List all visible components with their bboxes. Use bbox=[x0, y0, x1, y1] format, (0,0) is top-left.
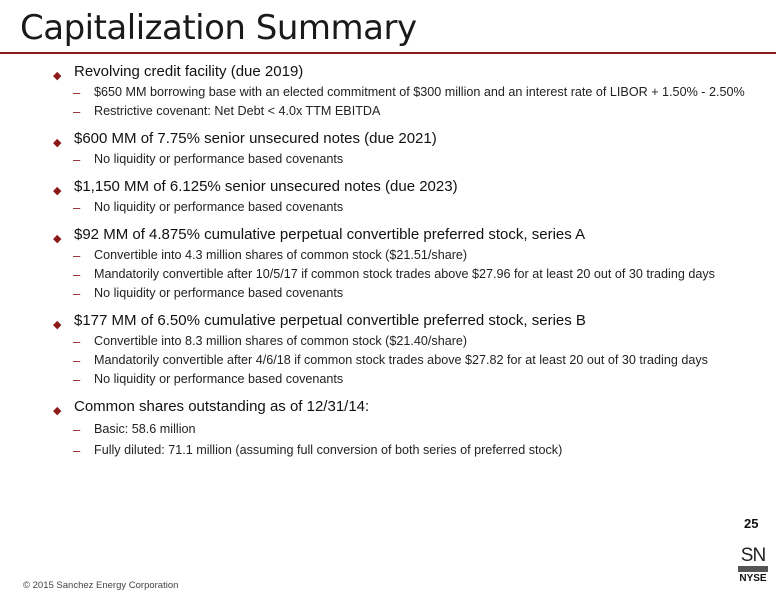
list-item: – Mandatorily convertible after 4/6/18 if… bbox=[0, 352, 776, 369]
section-notes-2021: ◆ $600 MM of 7.75% senior unsecured note… bbox=[0, 129, 776, 168]
dash-bullet-icon: – bbox=[73, 152, 81, 167]
diamond-bullet-icon: ◆ bbox=[53, 185, 62, 197]
diamond-bullet-icon: ◆ bbox=[53, 70, 62, 82]
list-item: – $650 MM borrowing base with an elected … bbox=[0, 84, 776, 101]
item-text: Mandatorily convertible after 4/6/18 if … bbox=[94, 353, 708, 367]
item-text: $650 MM borrowing base with an elected c… bbox=[94, 85, 745, 99]
item-text: Convertible into 8.3 million shares of c… bbox=[94, 334, 468, 348]
nyse-logo: SN NYSE bbox=[735, 546, 771, 592]
item-text: Convertible into 4.3 million shares of c… bbox=[94, 248, 468, 262]
dash-bullet-icon: – bbox=[73, 422, 81, 437]
section-common-shares: ◆ Common shares outstanding as of 12/31/… bbox=[0, 397, 776, 459]
heading-text: $177 MM of 6.50% cumulative perpetual co… bbox=[74, 312, 586, 329]
section-heading: ◆ Revolving credit facility (due 2019) bbox=[0, 62, 776, 82]
heading-text: $1,150 MM of 6.125% senior unsecured not… bbox=[74, 178, 458, 195]
dash-bullet-icon: – bbox=[73, 372, 81, 387]
diamond-bullet-icon: ◆ bbox=[53, 137, 62, 149]
item-text: Mandatorily convertible after 10/5/17 if… bbox=[94, 267, 715, 281]
dash-bullet-icon: – bbox=[73, 200, 81, 215]
list-item: – Basic: 58.6 million bbox=[0, 421, 776, 438]
diamond-bullet-icon: ◆ bbox=[53, 233, 62, 245]
dash-bullet-icon: – bbox=[73, 85, 81, 100]
section-notes-2023: ◆ $1,150 MM of 6.125% senior unsecured n… bbox=[0, 177, 776, 216]
copyright-notice: © 2015 Sanchez Energy Corporation bbox=[23, 580, 179, 591]
item-text: Fully diluted: 71.1 million (assuming fu… bbox=[94, 443, 563, 457]
page-number: 25 bbox=[744, 516, 759, 531]
heading-text: $600 MM of 7.75% senior unsecured notes … bbox=[74, 130, 437, 147]
section-revolver: ◆ Revolving credit facility (due 2019) –… bbox=[0, 62, 776, 120]
item-text: No liquidity or performance based covena… bbox=[94, 372, 344, 386]
list-item: – Convertible into 4.3 million shares of … bbox=[0, 247, 776, 264]
section-preferred-a: ◆ $92 MM of 4.875% cumulative perpetual … bbox=[0, 225, 776, 302]
heading-text: $92 MM of 4.875% cumulative perpetual co… bbox=[74, 226, 586, 243]
logo-bar bbox=[738, 566, 768, 572]
section-heading: ◆ Common shares outstanding as of 12/31/… bbox=[0, 397, 776, 417]
list-item: – Mandatorily convertible after 10/5/17 i… bbox=[0, 266, 776, 283]
item-text: Basic: 58.6 million bbox=[94, 422, 196, 436]
heading-text: Revolving credit facility (due 2019) bbox=[74, 63, 304, 80]
title-divider bbox=[0, 52, 776, 54]
item-text: No liquidity or performance based covena… bbox=[94, 152, 344, 166]
diamond-bullet-icon: ◆ bbox=[53, 319, 62, 331]
dash-bullet-icon: – bbox=[73, 248, 81, 263]
dash-bullet-icon: – bbox=[73, 104, 81, 119]
item-text: Restrictive covenant: Net Debt < 4.0x TT… bbox=[94, 104, 381, 118]
dash-bullet-icon: – bbox=[73, 334, 81, 349]
section-heading: ◆ $1,150 MM of 6.125% senior unsecured n… bbox=[0, 177, 776, 197]
section-heading: ◆ $177 MM of 6.50% cumulative perpetual … bbox=[0, 311, 776, 331]
content-area: ◆ Revolving credit facility (due 2019) –… bbox=[0, 62, 776, 468]
list-item: – No liquidity or performance based coven… bbox=[0, 151, 776, 168]
item-text: No liquidity or performance based covena… bbox=[94, 200, 344, 214]
page-title: Capitalization Summary bbox=[20, 8, 417, 48]
item-text: No liquidity or performance based covena… bbox=[94, 286, 344, 300]
list-item: – Fully diluted: 71.1 million (assuming f… bbox=[0, 442, 776, 459]
list-item: – Restrictive covenant: Net Debt < 4.0x T… bbox=[0, 103, 776, 120]
logo-ticker: SN bbox=[740, 545, 766, 566]
dash-bullet-icon: – bbox=[73, 353, 81, 368]
list-item: – No liquidity or performance based coven… bbox=[0, 199, 776, 216]
list-item: – No liquidity or performance based coven… bbox=[0, 371, 776, 388]
list-item: – No liquidity or performance based coven… bbox=[0, 285, 776, 302]
section-heading: ◆ $600 MM of 7.75% senior unsecured note… bbox=[0, 129, 776, 149]
list-item: – Convertible into 8.3 million shares of … bbox=[0, 333, 776, 350]
dash-bullet-icon: – bbox=[73, 267, 81, 282]
section-heading: ◆ $92 MM of 4.875% cumulative perpetual … bbox=[0, 225, 776, 245]
diamond-bullet-icon: ◆ bbox=[53, 405, 62, 417]
heading-text: Common shares outstanding as of 12/31/14… bbox=[74, 398, 370, 415]
dash-bullet-icon: – bbox=[73, 443, 81, 458]
logo-exchange: NYSE bbox=[739, 573, 767, 584]
section-preferred-b: ◆ $177 MM of 6.50% cumulative perpetual … bbox=[0, 311, 776, 388]
dash-bullet-icon: – bbox=[73, 286, 81, 301]
